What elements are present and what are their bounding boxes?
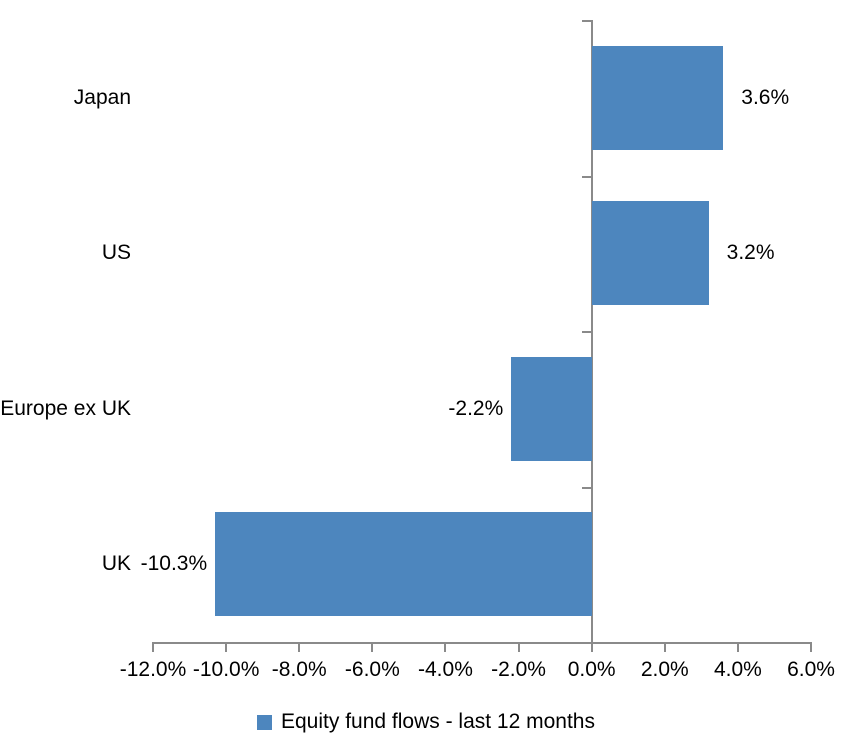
x-axis-tick — [663, 642, 666, 652]
x-axis-tick — [517, 642, 520, 652]
x-axis-tick — [225, 642, 228, 652]
x-axis-tick-label: -8.0% — [271, 658, 327, 681]
value-label-us: 3.2% — [726, 241, 775, 265]
y-axis-category-tick — [581, 486, 592, 489]
category-label-europe-ex-uk: Europe ex UK — [0, 396, 131, 420]
x-axis-tick — [736, 642, 739, 652]
x-axis-tick — [444, 642, 447, 652]
x-axis-tick-label: 4.0% — [713, 658, 762, 681]
y-axis-category-tick — [581, 20, 592, 22]
x-axis-tick-label: -12.0% — [119, 658, 187, 681]
legend-marker-icon — [257, 714, 272, 730]
value-label-uk: -10.3% — [140, 552, 208, 576]
x-axis-tick-label: -2.0% — [491, 658, 546, 681]
x-axis-tick-label: 6.0% — [787, 658, 835, 681]
category-label-uk: UK — [101, 552, 131, 576]
x-axis-tick — [590, 642, 593, 652]
category-label-japan: Japan — [73, 85, 131, 109]
bar-uk — [215, 512, 592, 617]
x-axis-tick-label: -10.0% — [192, 658, 260, 681]
category-label-us: US — [101, 241, 131, 265]
x-axis-line — [152, 642, 812, 644]
x-axis-tick-label: 0.0% — [567, 658, 616, 681]
x-axis-tick-label: -4.0% — [418, 658, 473, 681]
legend-label: Equity fund flows - last 12 months — [281, 710, 595, 733]
y-axis-category-tick — [581, 331, 592, 333]
x-axis-tick — [298, 642, 301, 652]
bar-japan — [591, 45, 724, 150]
y-axis-category-tick — [581, 175, 592, 178]
bar-europe-ex-uk — [511, 356, 592, 461]
x-axis-tick-label: 2.0% — [640, 658, 689, 681]
y-axis-line — [590, 20, 593, 644]
value-label-japan: 3.6% — [741, 85, 790, 109]
bar-us — [591, 201, 709, 306]
x-axis-tick — [810, 642, 812, 652]
value-label-europe-ex-uk: -2.2% — [448, 396, 504, 420]
x-axis-tick — [152, 642, 154, 652]
legend: Equity fund flows - last 12 months — [0, 706, 852, 738]
x-axis-tick — [371, 642, 374, 652]
x-axis-tick-label: -6.0% — [344, 658, 400, 681]
